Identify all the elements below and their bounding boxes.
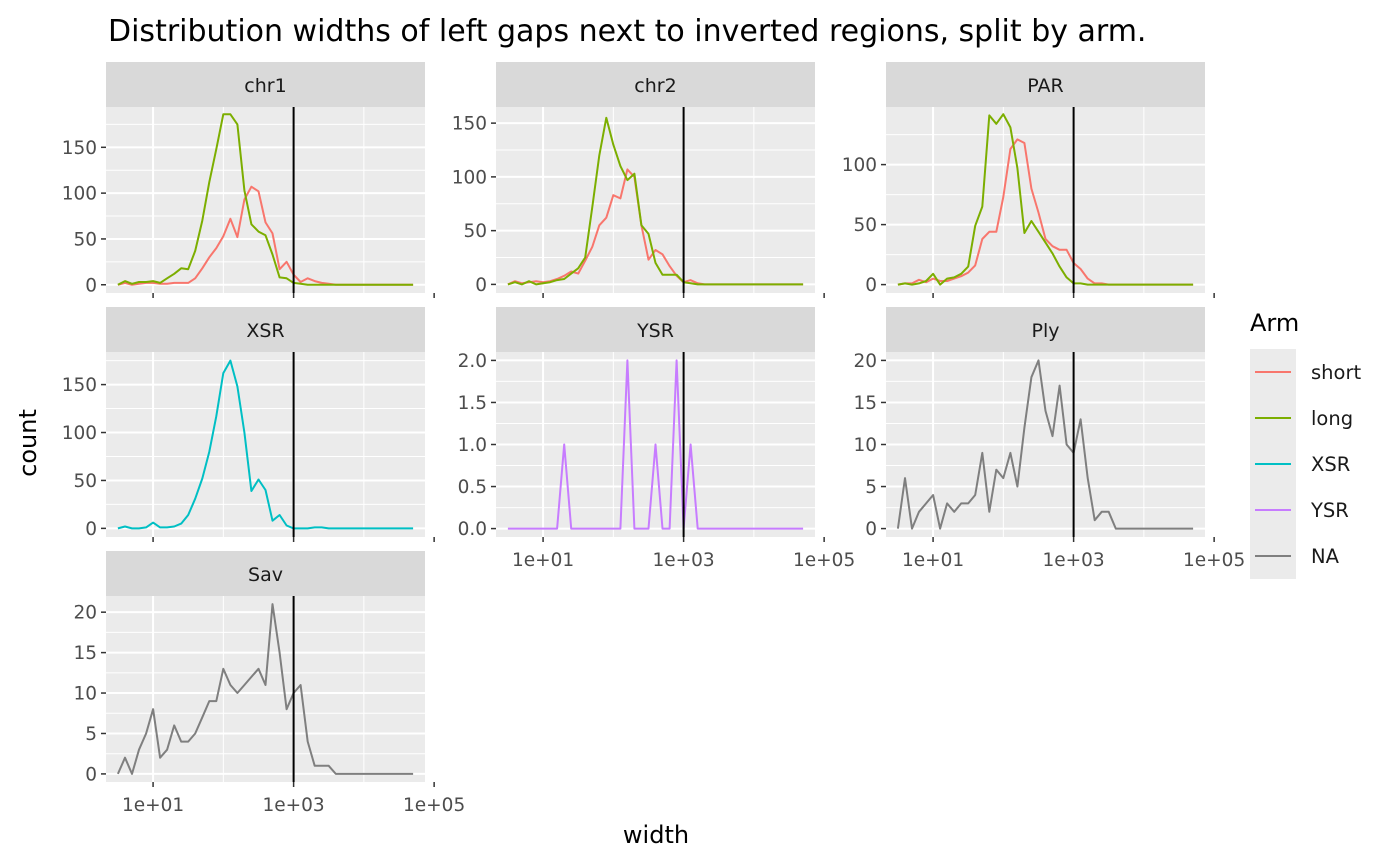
legend-label-na: NA: [1311, 545, 1340, 568]
y-tick-label: 150: [452, 114, 487, 135]
facet-strip: [106, 62, 425, 107]
facet-panel-sav: Sav 0 5 10 15 20 1e+01 1e+03 1e+05: [73, 551, 465, 816]
series-line-long: [507, 116, 804, 286]
legend: Arm short long XSR YSR NA: [1250, 309, 1361, 579]
y-tick-label: 0: [85, 275, 97, 296]
series-line-ysr: [507, 359, 804, 530]
facet-strip: [106, 551, 425, 596]
y-tick-label: 1.5: [458, 393, 487, 414]
facet-strip: [886, 307, 1205, 352]
y-tick-label: 5: [85, 724, 97, 745]
facet-panel-par: PAR 0 50 100: [842, 62, 1216, 298]
facet-strip-label: PAR: [1027, 75, 1063, 97]
facet-panels: chr1050100150chr2050100150PAR050100XSR05…: [62, 62, 1245, 816]
x-tick-label: 1e+03: [653, 550, 715, 571]
y-tick-label: 0: [85, 519, 97, 540]
chart-title: Distribution widths of left gaps next to…: [108, 14, 1146, 49]
series-line-long: [117, 113, 414, 286]
facet-strip: [496, 62, 815, 107]
facet-panel-chr2: chr2 0 50 100 150: [452, 62, 826, 298]
series-line-na: [116, 603, 414, 775]
facet-strip-label: chr1: [244, 75, 286, 97]
y-tick-label: 150: [62, 375, 97, 396]
x-tick-label: 1e+01: [512, 550, 574, 571]
legend-label-short: short: [1311, 361, 1361, 384]
facet-strip-label: YSR: [636, 320, 674, 342]
x-tick-label: 1e+05: [403, 795, 465, 816]
y-tick-label: 150: [62, 138, 97, 159]
panel-background: [106, 352, 425, 537]
y-tick-label: 15: [853, 393, 877, 414]
y-tick-label: 100: [62, 184, 97, 205]
facet-strip-label: Ply: [1032, 320, 1060, 342]
y-tick-label: 100: [62, 423, 97, 444]
y-tick-label: 10: [853, 435, 877, 456]
y-tick-label: 50: [73, 229, 97, 250]
y-tick-label: 10: [73, 684, 97, 705]
y-tick-label: 2.0: [458, 351, 487, 372]
x-axis-title: width: [623, 821, 689, 849]
y-tick-label: 1.0: [458, 435, 487, 456]
x-tick-label: 1e+05: [1183, 550, 1245, 571]
y-tick-label: 0: [475, 275, 487, 296]
y-tick-label: 15: [73, 643, 97, 664]
y-tick-label: 0.5: [458, 477, 487, 498]
facet-strip-label: XSR: [246, 320, 284, 342]
facet-panel-ply: Ply 0 5 10 15 20 1e+01 1e+03 1e+05: [853, 307, 1245, 571]
series-line-xsr: [117, 359, 414, 530]
facet-strip: [886, 62, 1205, 107]
y-tick-label: 0: [865, 519, 877, 540]
y-tick-label: 100: [452, 167, 487, 188]
series-line-long: [897, 113, 1194, 286]
legend-label-xsr: XSR: [1311, 453, 1350, 476]
panel-background: [886, 107, 1205, 293]
y-tick-label: 20: [73, 603, 97, 624]
legend-label-long: long: [1311, 407, 1353, 430]
y-tick-label: 0: [865, 275, 877, 296]
y-tick-label: 0.0: [458, 519, 487, 540]
legend-title: Arm: [1250, 309, 1299, 337]
y-tick-label: 5: [865, 477, 877, 498]
facet-strip-label: Sav: [248, 564, 283, 586]
facet-strip: [106, 307, 425, 352]
x-tick-label: 1e+03: [263, 795, 325, 816]
y-tick-label: 100: [842, 155, 877, 176]
facet-panel-xsr: XSR 0 50 100 150: [62, 307, 436, 542]
y-tick-label: 50: [73, 471, 97, 492]
facet-panel-chr1: chr1 0 50 100 150: [62, 62, 436, 298]
y-tick-label: 50: [853, 215, 877, 236]
y-axis-title: count: [14, 409, 42, 477]
x-tick-label: 1e+03: [1043, 550, 1105, 571]
y-tick-label: 50: [463, 221, 487, 242]
legend-label-ysr: YSR: [1310, 499, 1349, 522]
x-tick-label: 1e+05: [793, 550, 855, 571]
y-tick-label: 20: [853, 351, 877, 372]
facet-panel-ysr: YSR 0.0 0.5 1.0 1.5 2.0 1e+01 1e+03 1e+05: [458, 307, 855, 571]
series-line-na: [896, 359, 1194, 530]
x-tick-label: 1e+01: [122, 795, 184, 816]
y-tick-label: 0: [85, 764, 97, 785]
x-tick-label: 1e+01: [902, 550, 964, 571]
facet-strip: [496, 307, 815, 352]
facet-strip-label: chr2: [634, 75, 676, 97]
